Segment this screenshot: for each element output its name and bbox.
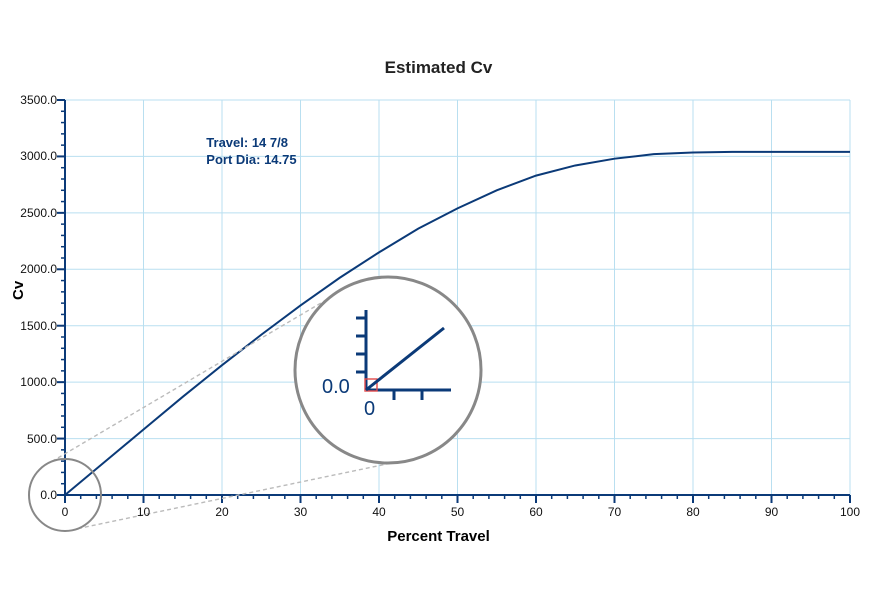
x-tick-label: 0 <box>62 505 69 519</box>
y-tick-label: 1500.0 <box>7 319 57 333</box>
inset-y-label: 0.0 <box>322 376 350 399</box>
x-tick-label: 60 <box>529 505 542 519</box>
x-tick-label: 40 <box>372 505 385 519</box>
y-tick-label: 500.0 <box>7 432 57 446</box>
chart-container: { "chart": { "type": "line", "title": "E… <box>0 0 877 593</box>
chart-svg <box>0 0 877 593</box>
y-tick-label: 1000.0 <box>7 375 57 389</box>
y-tick-label: 3500.0 <box>7 93 57 107</box>
x-tick-label: 50 <box>451 505 464 519</box>
y-tick-label: 2500.0 <box>7 206 57 220</box>
x-tick-label: 80 <box>686 505 699 519</box>
x-tick-label: 30 <box>294 505 307 519</box>
inset-x-label: 0 <box>364 398 375 421</box>
y-tick-label: 0.0 <box>7 488 57 502</box>
x-tick-label: 100 <box>840 505 860 519</box>
y-tick-label: 3000.0 <box>7 149 57 163</box>
annotation-port-dia: Port Dia: 14.75 <box>206 152 296 167</box>
x-tick-label: 90 <box>765 505 778 519</box>
x-tick-label: 70 <box>608 505 621 519</box>
annotation-travel: Travel: 14 7/8 <box>206 135 288 150</box>
x-tick-label: 10 <box>137 505 150 519</box>
y-tick-label: 2000.0 <box>7 262 57 276</box>
chart-annotation: Travel: 14 7/8 Port Dia: 14.75 <box>206 134 296 169</box>
x-tick-label: 20 <box>215 505 228 519</box>
